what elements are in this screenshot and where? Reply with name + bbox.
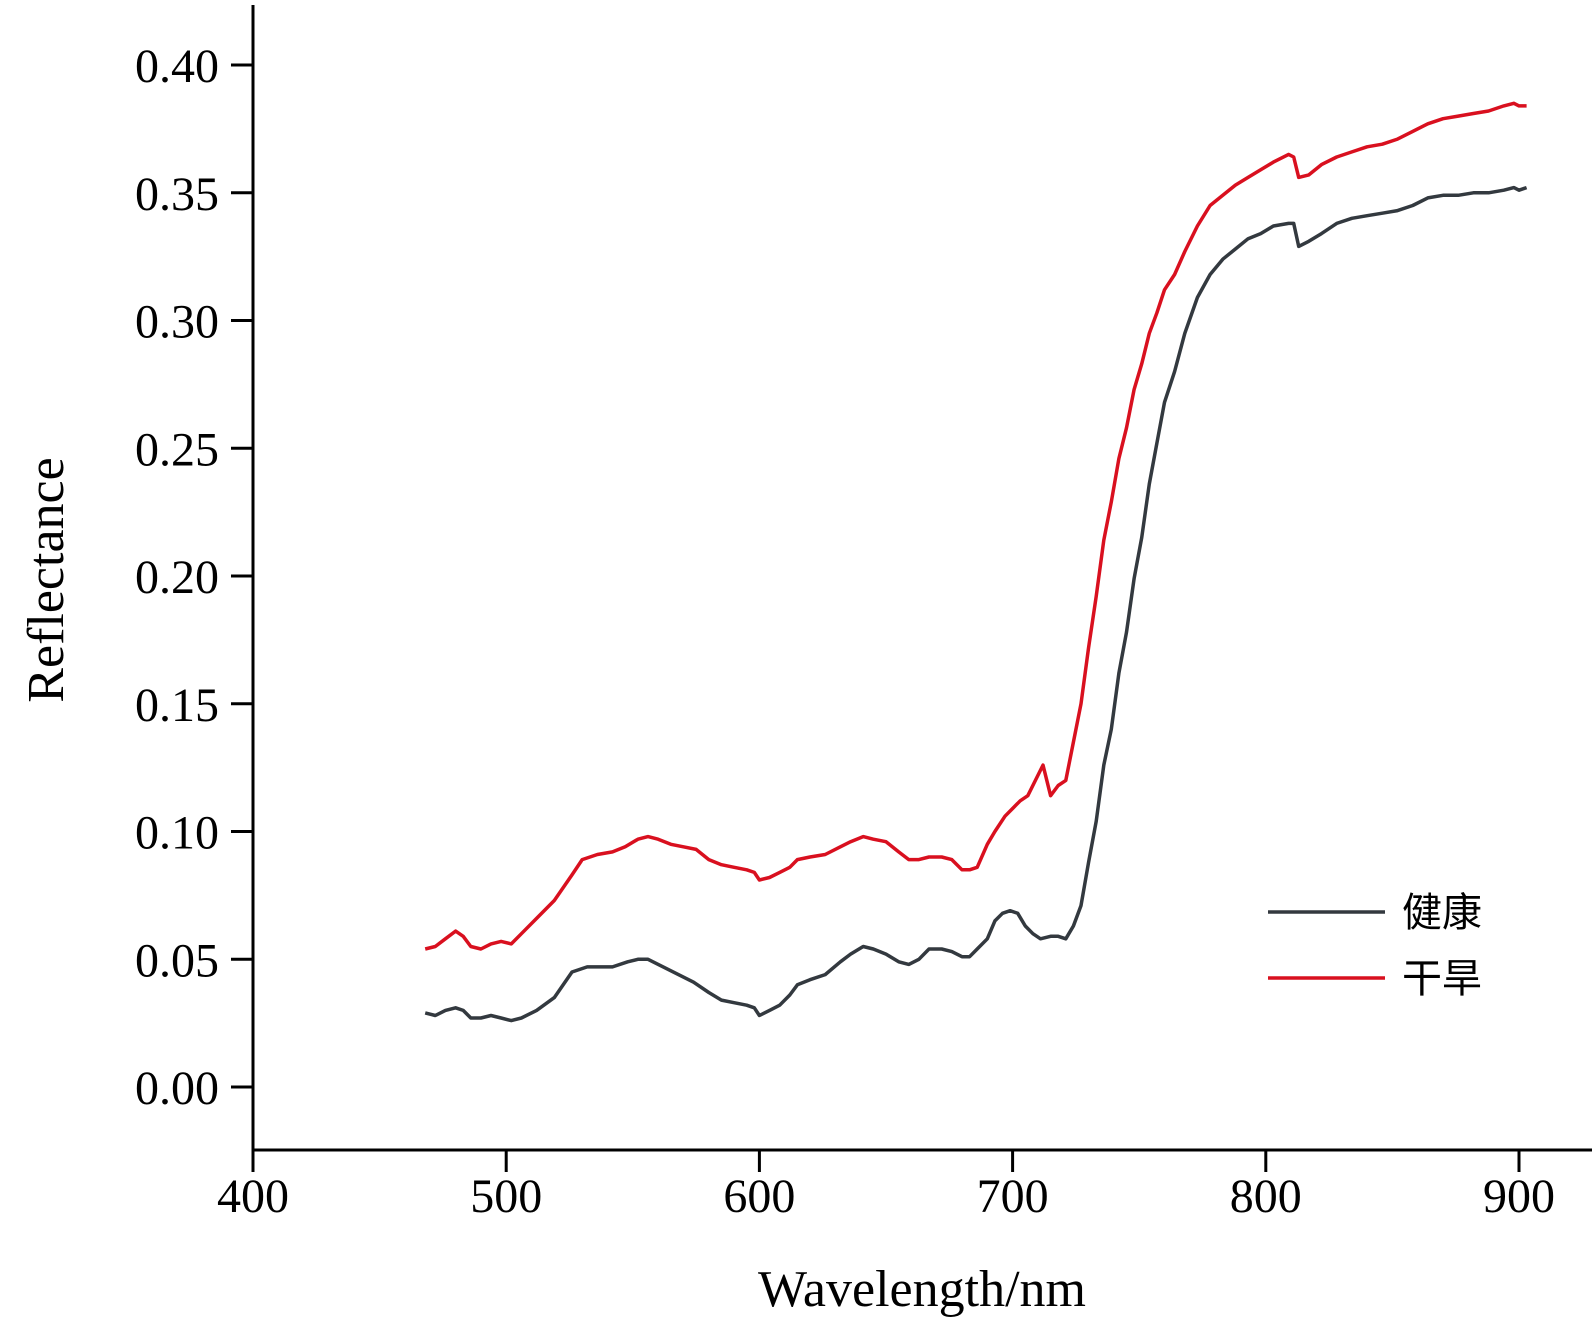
y-tick-label: 0.30 xyxy=(135,296,219,349)
legend-item-healthy: 健康 xyxy=(1268,890,1482,936)
legend: 健康 干旱 xyxy=(1268,890,1482,1002)
x-ticks: 400 500 600 700 800 900 xyxy=(217,1150,1555,1223)
legend-label-drought: 干旱 xyxy=(1402,956,1482,1002)
y-axis-title: Reflectance xyxy=(18,457,75,702)
x-axis-title: Wavelength/nm xyxy=(758,1261,1086,1318)
y-tick-label: 0.20 xyxy=(135,551,219,604)
x-tick-label: 900 xyxy=(1483,1170,1555,1223)
y-tick-label: 0.40 xyxy=(135,40,219,93)
x-tick-label: 700 xyxy=(977,1170,1049,1223)
series-line-healthy xyxy=(424,185,1528,1023)
x-tick-label: 500 xyxy=(470,1170,542,1223)
y-tick-label: 0.25 xyxy=(135,423,219,476)
y-tick-label: 0.10 xyxy=(135,807,219,860)
y-tick-label: 0.05 xyxy=(135,934,219,987)
y-ticks: 0.00 0.05 0.10 0.15 0.20 0.25 0.30 0.35 0.40 xyxy=(135,40,253,1115)
legend-item-drought: 干旱 xyxy=(1268,956,1482,1002)
y-tick-label: 0.00 xyxy=(135,1062,219,1115)
y-tick-label: 0.15 xyxy=(135,679,219,732)
x-tick-label: 600 xyxy=(723,1170,795,1223)
x-tick-label: 400 xyxy=(217,1170,289,1223)
legend-label-healthy: 健康 xyxy=(1402,890,1482,936)
series-line-drought xyxy=(424,101,1527,951)
series-layer xyxy=(424,101,1528,1023)
axes xyxy=(251,5,1592,1152)
y-tick-label: 0.35 xyxy=(135,168,219,221)
x-tick-label: 800 xyxy=(1230,1170,1302,1223)
